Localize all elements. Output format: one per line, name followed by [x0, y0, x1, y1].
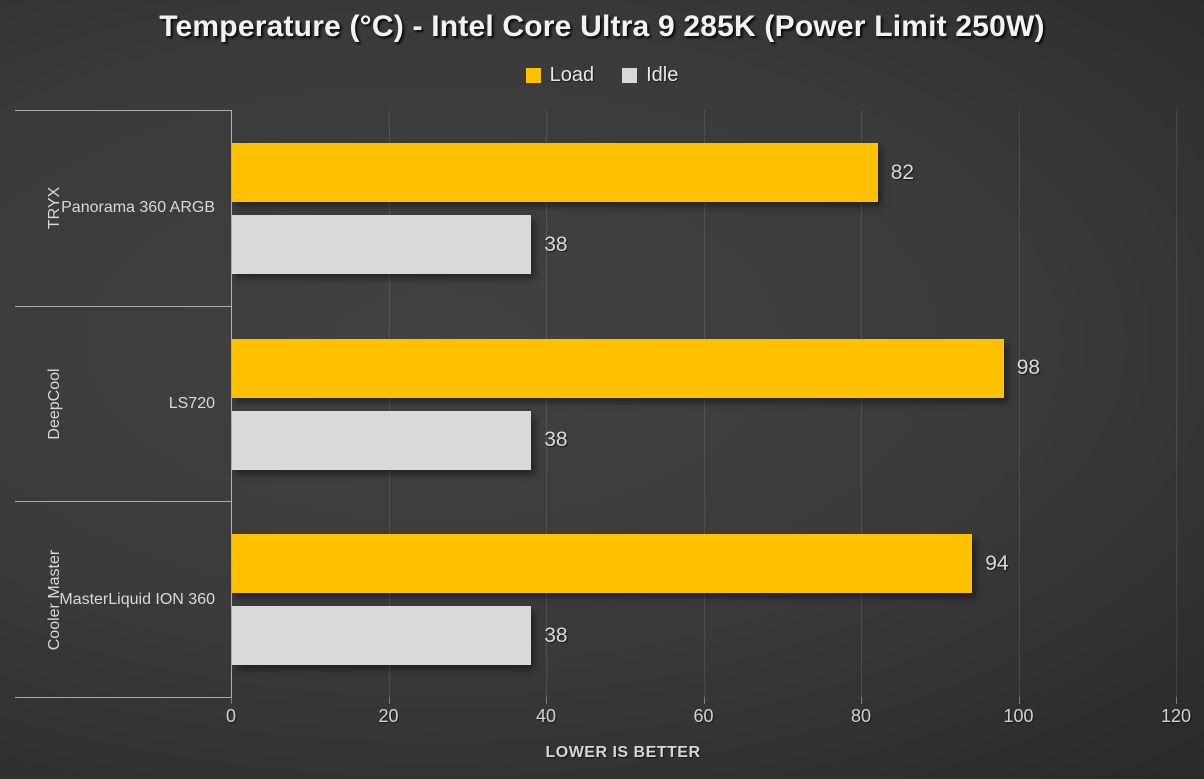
value-label-load: 82 — [890, 160, 915, 184]
x-axis-title: LOWER IS BETTER — [545, 744, 701, 761]
gridline — [388, 110, 390, 697]
axis-tick — [703, 697, 705, 704]
group-label-model: MasterLiquid ION 360 — [59, 590, 215, 608]
gridline — [703, 110, 705, 697]
bar-idle — [232, 215, 532, 274]
axis-tick — [1018, 697, 1020, 704]
category-group: Cooler Master MasterLiquid ION 360 — [15, 501, 231, 697]
category-group: TRYX Panorama 360 ARGB — [15, 110, 231, 306]
bar-load — [232, 143, 878, 202]
legend: Load Idle — [0, 64, 1204, 87]
gridline — [546, 110, 547, 697]
gridline — [1018, 110, 1020, 697]
gridline — [1176, 110, 1177, 697]
category-axis: TRYX Panorama 360 ARGB DeepCool LS720 Cooler… — [15, 110, 231, 698]
axis-tick — [861, 697, 862, 704]
x-tick-label: 80 — [850, 706, 872, 726]
category-group: DeepCool LS720 — [15, 305, 231, 502]
legend-swatch-load — [525, 68, 541, 83]
legend-swatch-idle — [622, 68, 638, 83]
x-tick-label: 100 — [1003, 706, 1034, 726]
legend-label-idle: Idle — [646, 64, 679, 86]
value-label-idle: 38 — [544, 428, 568, 452]
x-tick-label: 120 — [1160, 706, 1192, 726]
value-label-idle: 38 — [544, 623, 568, 647]
legend-item-idle: Idle — [622, 64, 678, 87]
bar-idle — [232, 410, 532, 470]
legend-item-load: Load — [525, 64, 595, 87]
gridline — [861, 110, 862, 697]
axis-tick — [1176, 697, 1177, 704]
axis-tick — [388, 697, 390, 704]
group-label-model: LS720 — [168, 394, 215, 412]
legend-label-load: Load — [549, 64, 595, 86]
group-label-brand: DeepCool — [46, 368, 63, 440]
x-tick-label: 0 — [225, 706, 237, 726]
bar-idle — [232, 606, 532, 666]
plot-area: 82 38 98 38 94 38 — [231, 110, 1177, 704]
x-tick-label: 60 — [693, 706, 714, 726]
bar-load — [232, 338, 1004, 398]
value-label-load: 98 — [1016, 356, 1041, 380]
x-tick-label: 40 — [535, 706, 557, 726]
bar-load — [232, 534, 973, 594]
axis-tick — [546, 697, 547, 704]
value-label-idle: 38 — [544, 232, 568, 256]
x-tick-label: 20 — [378, 706, 399, 726]
value-label-load: 94 — [985, 551, 1009, 575]
chart-title: Temperature (°C) - Intel Core Ultra 9 28… — [159, 10, 1045, 43]
axis-tick — [231, 697, 232, 704]
group-label-model: Panorama 360 ARGB — [61, 199, 215, 217]
